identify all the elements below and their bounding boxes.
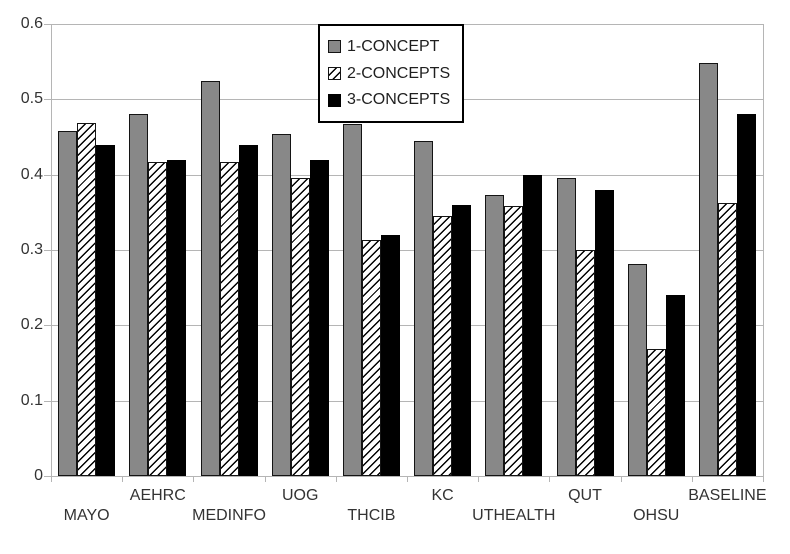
x-axis-category-label: MEDINFO [192,507,266,524]
legend-item: 3-CONCEPTS [328,91,454,109]
bar-2-concepts-uthealth [504,205,524,476]
x-axis-category-label: OHSU [633,507,680,524]
bar-3-concepts-qut [594,189,614,476]
x-axis-tick [264,476,266,482]
x-axis-tick [51,476,52,482]
y-axis-tick [44,400,51,402]
y-axis-tick [44,250,51,251]
legend-label: 2-CONCEPTS [347,64,451,82]
x-axis-category-label: BASELINE [688,487,767,504]
legend-swatch-1-concept-icon [328,40,341,54]
bar-1-concept-aehrc [129,114,149,476]
gridline [51,325,763,327]
y-axis-tick-label: 0.4 [20,165,43,183]
bar-2-concepts-qut [575,250,595,476]
x-axis-category-label: UTHEALTH [472,507,556,524]
x-axis-tick [335,476,337,482]
y-axis-tick-label: 0.2 [20,316,43,334]
bar-1-concept-mayo [58,130,78,476]
bar-2-concepts-ohsu [646,348,666,476]
bar-2-concepts-medinfo [219,161,239,476]
legend-swatch-3-concepts-icon [328,93,341,107]
x-axis-category-label: QUT [568,487,602,504]
y-axis-tick-label: 0.5 [20,90,43,108]
x-axis-tick [193,476,195,482]
x-axis-tick [620,476,622,482]
bar-2-concepts-baseline [717,202,737,476]
legend-label: 1-CONCEPT [347,37,440,55]
x-axis-category-label: THCIB [347,507,396,524]
bar-3-concepts-thcib [380,234,400,476]
bar-3-concepts-medinfo [238,144,258,476]
bar-2-concepts-kc [433,216,453,476]
bar-1-concept-kc [414,140,434,476]
legend: 1-CONCEPT 2-CONCEPTS 3-CONCEPTS [318,24,464,123]
bar-3-concepts-uog [309,159,329,476]
bar-1-concept-baseline [698,63,718,476]
x-axis-tick [407,476,408,482]
bar-2-concepts-uog [290,178,310,476]
legend-item: 1-CONCEPT [328,38,454,56]
bar-2-concepts-thcib [361,240,381,476]
gridline [51,174,763,176]
x-axis-tick [549,476,551,482]
x-axis-category-label: UOG [281,487,319,504]
bar-3-concepts-aehrc [167,159,187,476]
x-axis-tick [478,476,480,482]
bar-1-concept-thcib [342,124,362,476]
legend-swatch-2-concepts-icon [328,67,341,80]
x-axis-tick [763,476,764,482]
gridline [51,400,763,402]
gridline [51,250,763,251]
bar-1-concept-qut [556,178,576,476]
y-axis-tick [44,174,51,176]
x-axis-category-label: KC [431,487,454,504]
bar-1-concept-uthealth [485,195,505,476]
x-axis-category-label: MAYO [63,507,110,524]
bar-1-concept-ohsu [627,264,647,476]
bar-1-concept-uog [271,133,291,476]
bar-1-concept-medinfo [200,80,220,476]
bar-3-concepts-uthealth [523,174,543,476]
bar-3-concepts-baseline [736,114,756,476]
bar-3-concepts-mayo [96,144,116,476]
legend-label: 3-CONCEPTS [347,91,451,109]
x-axis-category-label: AEHRC [129,487,186,504]
y-axis-tick [44,325,51,327]
bar-3-concepts-ohsu [665,295,685,476]
y-axis-line [51,24,52,476]
y-axis-tick-label: 0 [34,467,43,484]
x-axis-tick [122,476,124,482]
bar-2-concepts-mayo [77,123,97,476]
y-axis-tick [44,24,51,25]
bar-2-concepts-aehrc [148,161,168,476]
y-axis-tick-label: 0.1 [20,391,43,409]
y-axis-tick [44,476,51,477]
plot-right-border [763,24,764,476]
y-axis-tick [44,99,51,101]
x-axis-tick [691,476,693,482]
bar-3-concepts-kc [452,204,472,476]
y-axis-tick-label: 0.3 [20,241,43,258]
legend-item: 2-CONCEPTS [328,65,454,83]
y-axis-tick-label: 0.6 [20,15,43,32]
